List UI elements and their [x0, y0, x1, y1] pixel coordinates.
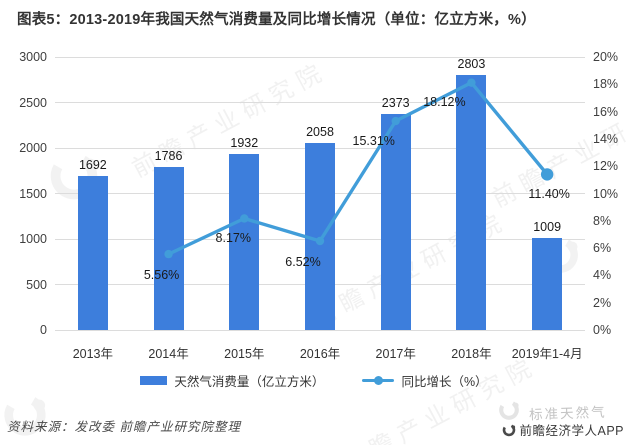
line-marker: [315, 236, 325, 246]
left-axis-tick: 1500: [19, 186, 47, 201]
right-axis-tick: 20%: [593, 50, 619, 64]
x-axis-label-2014年: 2014年: [148, 347, 189, 361]
right-axis-tick: 2%: [593, 295, 612, 310]
x-axis-label-2018年: 2018年: [451, 347, 492, 361]
bar-value-label: 1932: [230, 136, 259, 151]
growth-value-label: 15.31%: [352, 134, 395, 149]
growth-value-label: 18.12%: [423, 94, 466, 109]
legend-item-consumption: 天然气消费量（亿立方米）: [140, 371, 324, 390]
right-axis-tick: 14%: [593, 131, 619, 146]
line-swatch-marker: [374, 376, 384, 385]
growth-line-series: [164, 78, 554, 259]
bar-value-label: 1692: [78, 158, 107, 173]
x-axis-label-2019年1-4月: 2019年1-4月: [511, 347, 583, 361]
watermark-logo-icon: [499, 400, 519, 420]
line-marker: [240, 214, 249, 223]
bar-2019年1-4月: [532, 238, 563, 330]
right-axis-tick: 4%: [593, 268, 612, 283]
growth-value-label: 11.40%: [528, 187, 570, 202]
bar-series-swatch: [140, 376, 168, 385]
line-marker: [164, 249, 173, 259]
bar-value-label: 1009: [533, 220, 562, 235]
legend-label-growth: 同比增长（%）: [401, 375, 488, 389]
left-axis-tick: 0: [40, 323, 47, 337]
left-axis-tick: 3000: [19, 50, 47, 64]
line-marker: [391, 116, 400, 126]
right-axis-tick: 16%: [593, 104, 619, 119]
legend: 天然气消费量（亿立方米） 同比增长（%）: [0, 371, 628, 390]
chart-title: 图表5：2013-2019年我国天然气消费量及同比增长情况（单位：亿立方米，%）: [17, 12, 536, 28]
bar-value-label: 2058: [306, 124, 334, 139]
bar-2017年: [380, 114, 411, 330]
right-axis-tick: 10%: [593, 186, 619, 201]
gridline: [55, 329, 585, 331]
legend-label-consumption: 天然气消费量（亿立方米）: [174, 375, 325, 389]
line-series-swatch: [362, 376, 395, 385]
line-marker: [540, 168, 554, 181]
right-axis-tick: 12%: [593, 159, 619, 174]
bar-value-label: 2803: [457, 56, 486, 71]
bar-2018年: [456, 74, 487, 330]
left-axis-tick: 2500: [19, 95, 47, 110]
left-axis-tick: 500: [26, 277, 47, 292]
qianzhan-logo-icon: [503, 423, 516, 436]
right-axis-tick: 18%: [593, 77, 619, 92]
x-axis-label-2013年: 2013年: [72, 347, 113, 361]
x-axis-label-2016年: 2016年: [299, 347, 341, 361]
legend-item-growth: 同比增长（%）: [362, 371, 488, 390]
line-marker: [467, 78, 476, 87]
bar-value-label: 1786: [154, 149, 183, 164]
x-axis-label-2015年: 2015年: [224, 347, 265, 361]
left-axis-tick: 2000: [19, 141, 47, 155]
right-axis-tick: 8%: [593, 213, 612, 228]
app-badge: 前瞻经济学人APP: [502, 420, 624, 439]
source-note: 资料来源：发改委 前瞻产业研究院整理: [7, 420, 241, 434]
right-axis-tick: 0%: [593, 323, 612, 337]
growth-value-label: 8.17%: [215, 231, 251, 246]
bar-2015年: [229, 154, 260, 330]
app-badge-label: 前瞻经济学人APP: [519, 424, 624, 438]
growth-value-label: 5.56%: [143, 268, 180, 283]
right-axis-tick: 6%: [593, 241, 612, 256]
bar-value-label: 2373: [381, 96, 410, 111]
growth-value-label: 6.52%: [285, 255, 321, 269]
bar-2013年: [77, 176, 108, 330]
gridline: [55, 102, 585, 103]
left-axis-tick: 1000: [19, 232, 47, 246]
x-axis-label-2017年: 2017年: [375, 347, 416, 361]
gridline: [55, 56, 585, 58]
